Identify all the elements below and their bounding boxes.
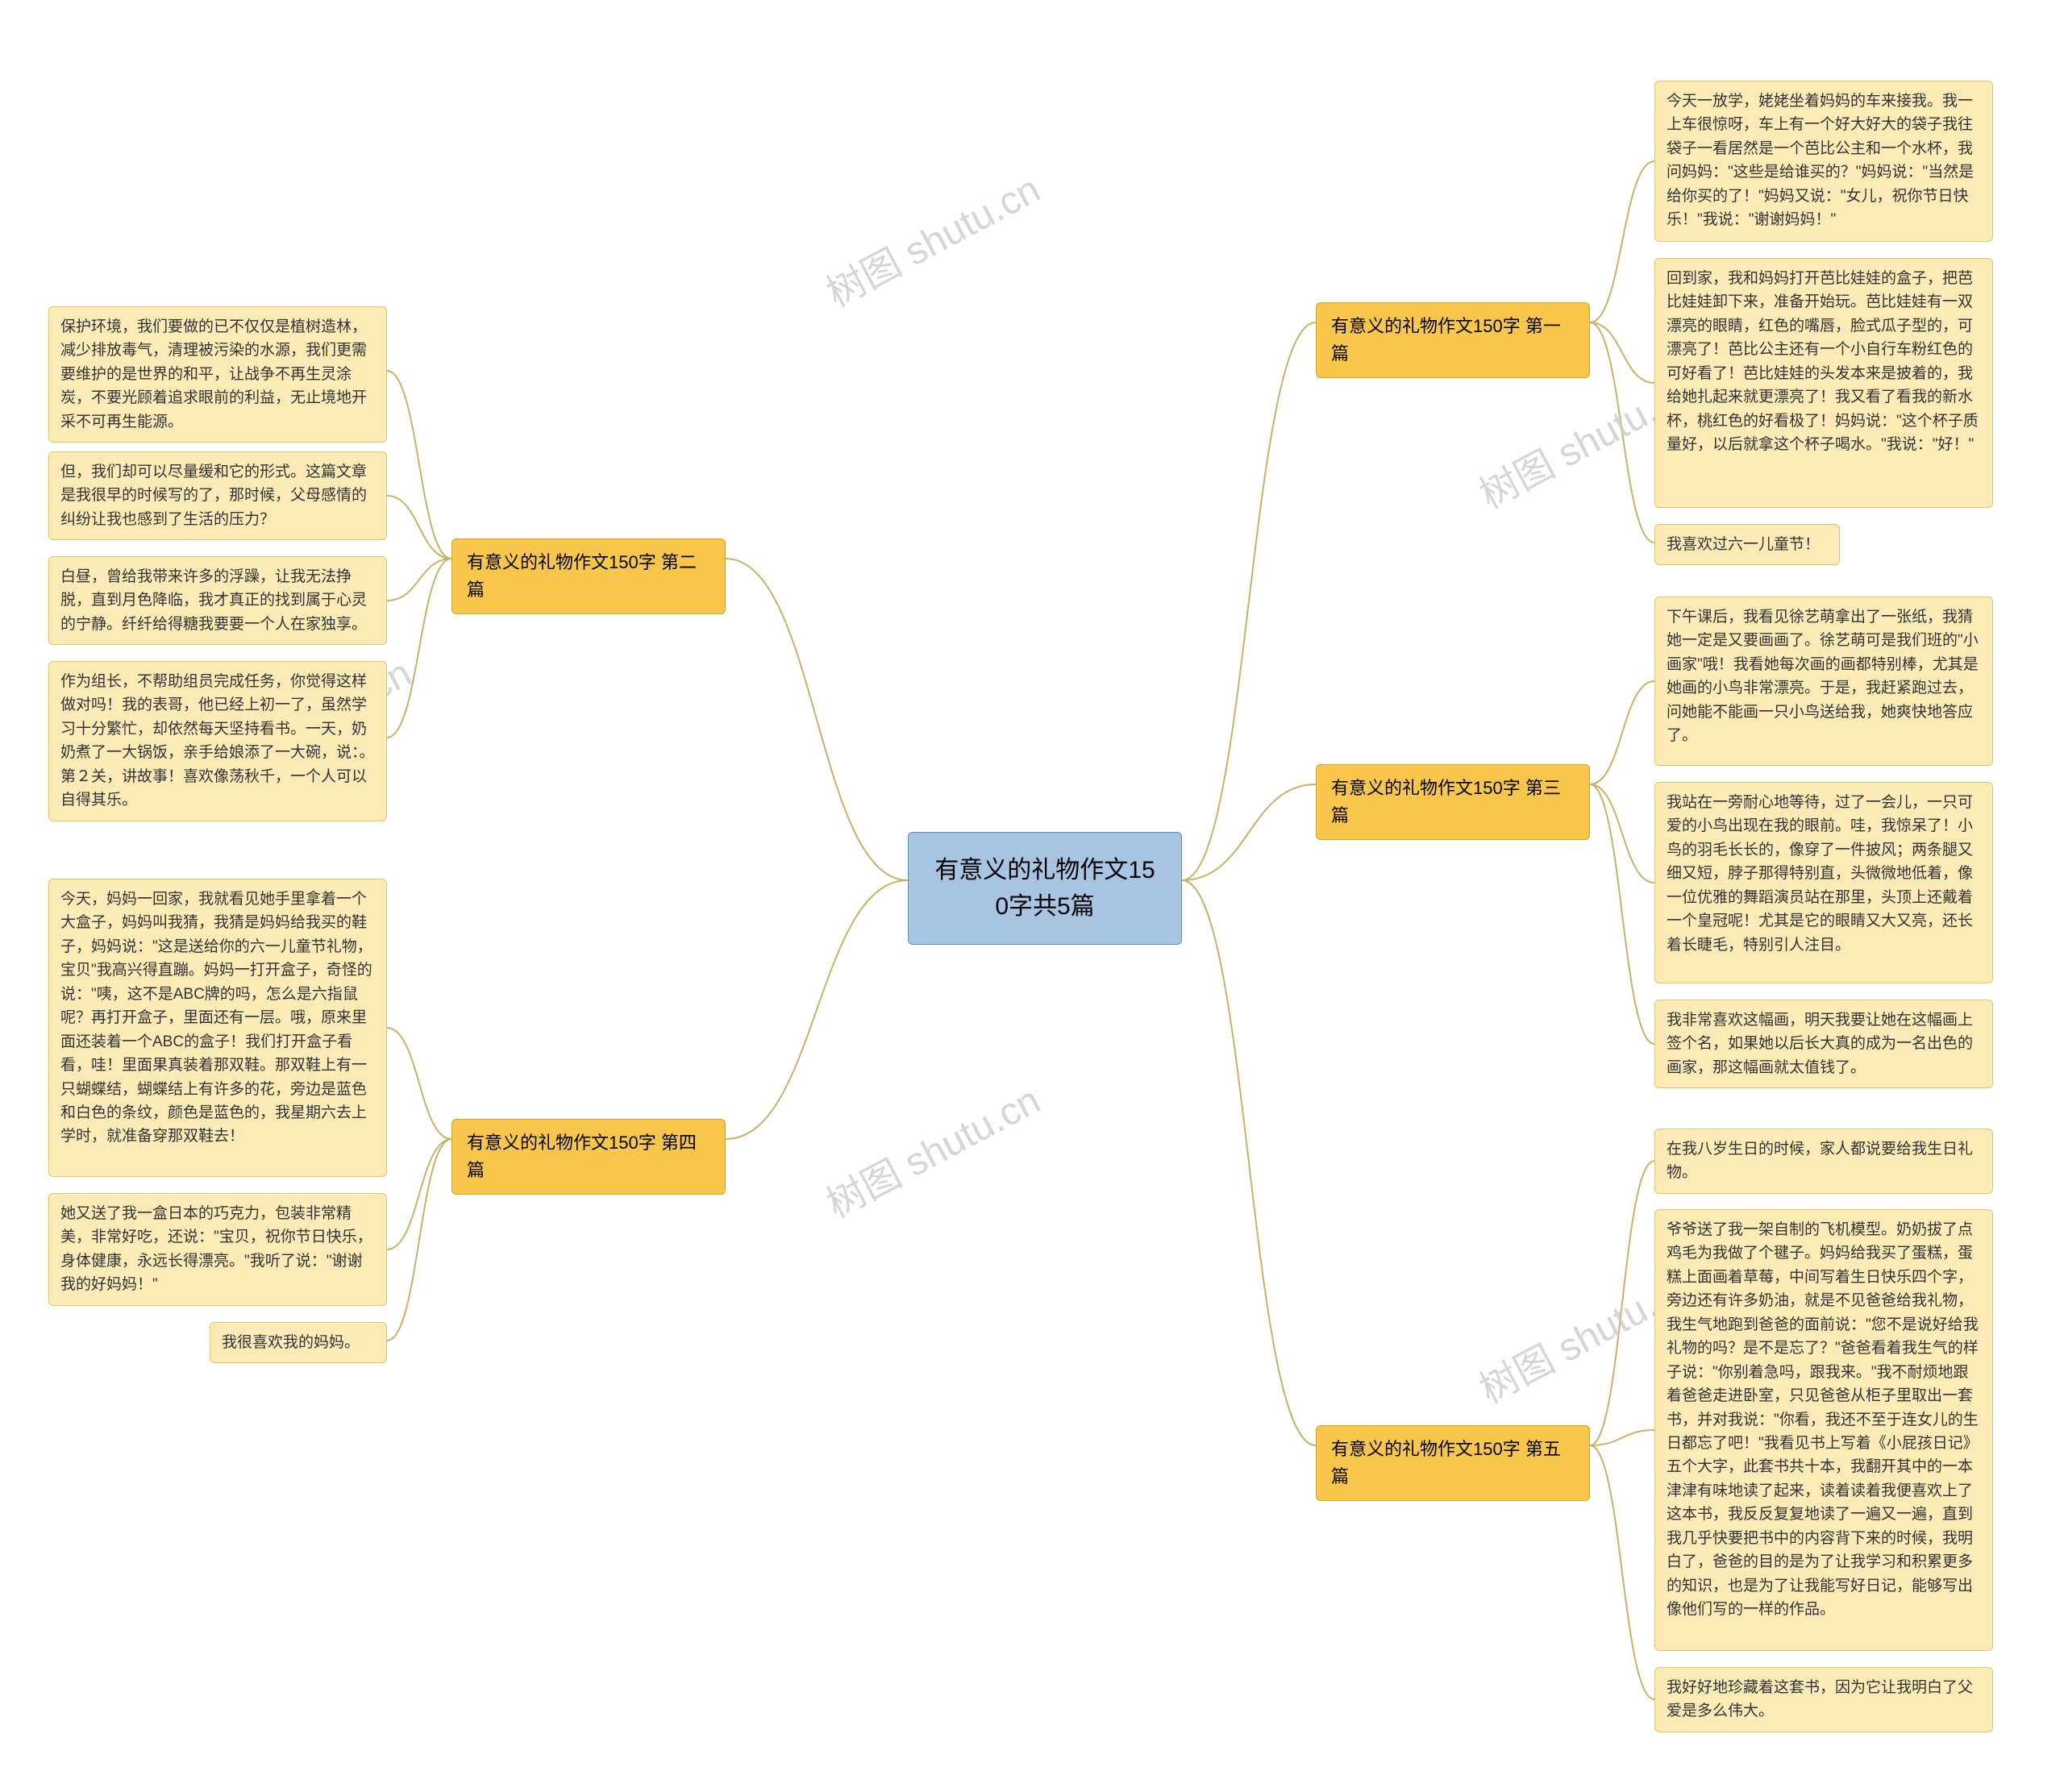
branch-node[interactable]: 有意义的礼物作文150字 第五篇 [1316, 1425, 1590, 1501]
leaf-node[interactable]: 在我八岁生日的时候，家人都说要给我生日礼物。 [1654, 1129, 1993, 1194]
branch-node[interactable]: 有意义的礼物作文150字 第三篇 [1316, 764, 1590, 840]
leaf-node[interactable]: 我喜欢过六一儿童节！ [1654, 524, 1840, 565]
leaf-node[interactable]: 但，我们却可以尽量缓和它的形式。这篇文章是我很早的时候写的了，那时候，父母感情的… [48, 451, 387, 540]
leaf-node[interactable]: 今天，妈妈一回家，我就看见她手里拿着一个大盒子，妈妈叫我猜，我猜是妈妈给我买的鞋… [48, 879, 387, 1177]
watermark: 树图 shutu.cn [815, 158, 1049, 318]
leaf-node[interactable]: 我很喜欢我的妈妈。 [210, 1322, 387, 1363]
mindmap-canvas: 树图 shutu.cn 树图 shutu.cn 树图 shutu.cn 树图 s… [0, 0, 2064, 1792]
leaf-node[interactable]: 作为组长，不帮助组员完成任务，你觉得这样做对吗！我的表哥，他已经上初一了，虽然学… [48, 661, 387, 821]
leaf-node[interactable]: 白昼，曾给我带来许多的浮躁，让我无法挣脱，直到月色降临，我才真正的找到属于心灵的… [48, 556, 387, 645]
branch-node[interactable]: 有意义的礼物作文150字 第一篇 [1316, 302, 1590, 378]
leaf-node[interactable]: 保护环境，我们要做的已不仅仅是植树造林，减少排放毒气，清理被污染的水源，我们更需… [48, 306, 387, 443]
leaf-node[interactable]: 回到家，我和妈妈打开芭比娃娃的盒子，把芭比娃娃卸下来，准备开始玩。芭比娃娃有一双… [1654, 258, 1993, 508]
leaf-node[interactable]: 我好好地珍藏着这套书，因为它让我明白了父爱是多么伟大。 [1654, 1667, 1993, 1732]
leaf-node[interactable]: 今天一放学，姥姥坐着妈妈的车来接我。我一上车很惊呀，车上有一个好大好大的袋子我往… [1654, 81, 1993, 242]
leaf-node[interactable]: 爷爷送了我一架自制的飞机模型。奶奶拔了点鸡毛为我做了个毽子。妈妈给我买了蛋糕，蛋… [1654, 1209, 1993, 1651]
leaf-node[interactable]: 她又送了我一盒日本的巧克力，包装非常精美，非常好吃，还说："宝贝，祝你节日快乐，… [48, 1193, 387, 1306]
branch-node[interactable]: 有意义的礼物作文150字 第二篇 [452, 538, 726, 614]
watermark: 树图 shutu.cn [815, 1069, 1049, 1229]
branch-node[interactable]: 有意义的礼物作文150字 第四篇 [452, 1119, 726, 1195]
leaf-node[interactable]: 下午课后，我看见徐艺萌拿出了一张纸，我猜她一定是又要画画了。徐艺萌可是我们班的"… [1654, 597, 1993, 766]
leaf-node[interactable]: 我非常喜欢这幅画，明天我要让她在这幅画上签个名，如果她以后长大真的成为一名出色的… [1654, 1000, 1993, 1088]
leaf-node[interactable]: 我站在一旁耐心地等待，过了一会儿，一只可爱的小鸟出现在我的眼前。哇，我惊呆了！小… [1654, 782, 1993, 983]
root-node[interactable]: 有意义的礼物作文150字共5篇 [908, 832, 1182, 945]
